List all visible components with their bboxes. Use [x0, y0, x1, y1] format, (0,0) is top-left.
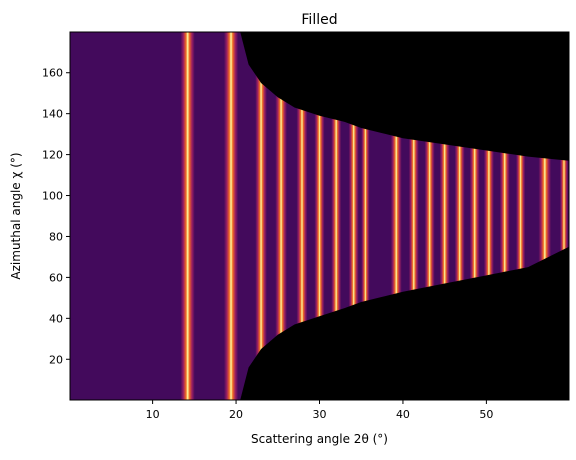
- ring-band: [408, 32, 419, 400]
- y-tick-label: 160: [42, 67, 63, 80]
- ring-band: [331, 32, 342, 400]
- plot-area: [70, 32, 569, 400]
- y-tick-label: 80: [49, 230, 63, 243]
- ring-band: [255, 32, 267, 400]
- x-axis: 10 20 30 40 50: [146, 400, 493, 421]
- y-axis-label: Azimuthal angle χ (°): [9, 152, 23, 279]
- masked-regions: [240, 32, 569, 400]
- ring-band: [296, 32, 308, 400]
- ring-band: [424, 32, 435, 400]
- x-tick-label: 50: [479, 408, 493, 421]
- ring-band: [314, 32, 325, 400]
- x-tick-label: 10: [146, 408, 160, 421]
- mask-region-lower: [240, 246, 569, 400]
- y-axis: 20 40 60 80 100 120 140 160: [42, 67, 70, 366]
- ring-band: [439, 32, 450, 400]
- ring-band: [516, 32, 526, 400]
- mask-region-upper: [240, 32, 569, 161]
- x-axis-label: Scattering angle 2θ (°): [251, 432, 388, 446]
- y-tick-label: 120: [42, 149, 63, 162]
- y-tick-label: 60: [49, 271, 63, 284]
- ring-band: [454, 32, 465, 400]
- ring-band: [180, 32, 195, 400]
- y-tick-label: 20: [49, 353, 63, 366]
- x-tick-label: 40: [396, 408, 410, 421]
- chart-title: Filled: [301, 12, 337, 28]
- x-tick-label: 30: [313, 408, 327, 421]
- ring-band: [390, 32, 402, 400]
- y-tick-label: 100: [42, 190, 63, 203]
- y-tick-label: 40: [49, 312, 63, 325]
- x-tick-label: 20: [229, 408, 243, 421]
- ring-band: [483, 32, 494, 400]
- ring-band: [469, 32, 480, 400]
- ring-band: [361, 32, 370, 400]
- ring-band: [223, 32, 239, 400]
- ring-band: [559, 32, 569, 400]
- ring-band: [499, 32, 510, 400]
- ring-band: [348, 32, 359, 400]
- y-tick-label: 140: [42, 108, 63, 121]
- ring-band: [275, 32, 287, 400]
